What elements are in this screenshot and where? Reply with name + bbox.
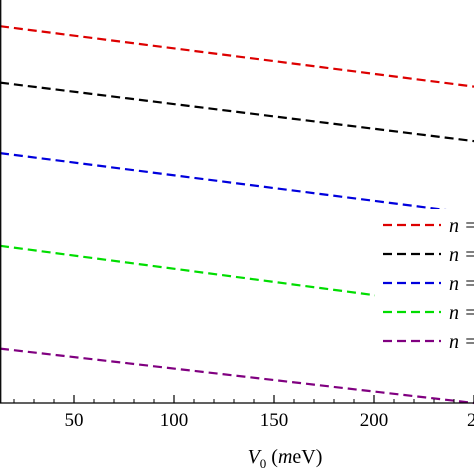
x-axis-label-symbol: V: [248, 446, 263, 468]
x-axis-label-unit-open: (: [266, 446, 278, 468]
series-line-2: [0, 81, 474, 143]
legend-label-4: n =: [449, 302, 474, 324]
legend-label-5: n =: [449, 331, 474, 353]
x-tick-label-5: 2: [467, 410, 474, 431]
legend: n = n = n = n = n =: [383, 215, 474, 353]
series-line-3: [0, 152, 474, 215]
x-axis-label: V0 (meV): [248, 446, 323, 471]
x-tick-label-3: 150: [260, 410, 289, 431]
axes: [0, 0, 474, 404]
series-line-5: [0, 347, 474, 405]
x-tick-label-2: 100: [160, 410, 189, 431]
x-axis-label-unit-prefix: m: [278, 446, 292, 468]
x-axis-label-subscript: 0: [260, 456, 267, 471]
x-tick-label-1: 50: [65, 410, 84, 431]
x-axis-label-unit: eV): [292, 446, 322, 468]
legend-label-3: n =: [449, 273, 474, 295]
legend-label-1: n =: [449, 215, 474, 237]
legend-label-2: n =: [449, 244, 474, 266]
legend-background: [375, 209, 474, 364]
x-tick-label-4: 200: [360, 410, 389, 431]
x-axis-ticks: 50 100 150 200 2: [13, 395, 474, 431]
series-line-1: [0, 25, 474, 88]
